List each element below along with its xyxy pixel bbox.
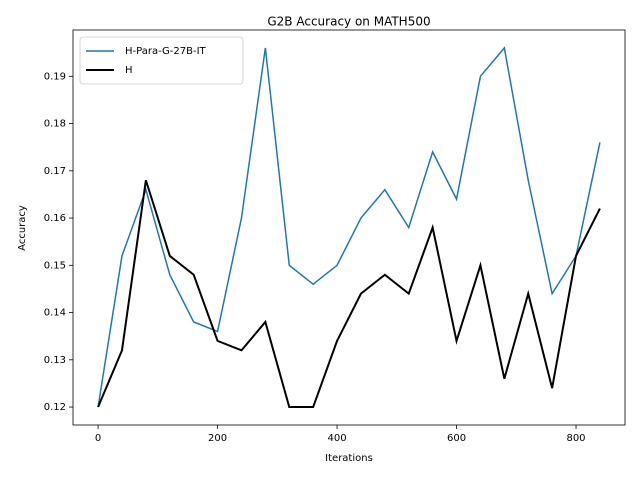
y-tick-label: 0.18 xyxy=(44,119,66,130)
y-tick-label: 0.19 xyxy=(44,71,66,82)
x-tick-label: 800 xyxy=(566,433,585,444)
line-series xyxy=(97,46,601,408)
y-tick-label: 0.12 xyxy=(44,402,66,413)
x-tick-label: 400 xyxy=(328,433,347,444)
x-tick-label: 0 xyxy=(95,433,101,444)
chart-title: G2B Accuracy on MATH500 xyxy=(267,15,430,29)
y-axis-label: Accuracy xyxy=(17,205,28,251)
legend-label: H-Para-G-27B-IT xyxy=(125,46,207,57)
y-tick-label: 0.13 xyxy=(44,355,66,366)
x-tick-label: 600 xyxy=(447,433,466,444)
line-series xyxy=(97,179,601,409)
y-tick-label: 0.15 xyxy=(44,260,66,271)
legend-label: H xyxy=(125,65,133,76)
x-axis-label: Iterations xyxy=(325,453,373,464)
legend: H-Para-G-27B-IT H xyxy=(79,36,244,85)
x-tick-label: 200 xyxy=(208,433,227,444)
y-tick-label: 0.17 xyxy=(44,166,66,177)
y-tick-label: 0.14 xyxy=(44,308,66,319)
y-tick-label: 0.16 xyxy=(44,213,66,224)
legend-box xyxy=(79,36,244,85)
plot-frame xyxy=(72,29,626,426)
